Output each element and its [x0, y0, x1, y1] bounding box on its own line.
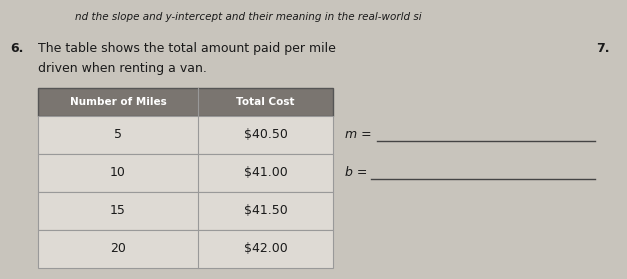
Text: $42.00: $42.00	[244, 242, 287, 256]
Text: nd the slope and y-intercept and their meaning in the real-world si: nd the slope and y-intercept and their m…	[75, 12, 421, 22]
Text: 15: 15	[110, 205, 126, 218]
Text: $40.50: $40.50	[243, 129, 287, 141]
Text: $41.00: $41.00	[244, 167, 287, 179]
Text: 5: 5	[114, 129, 122, 141]
Bar	[38, 192, 333, 230]
Text: Number of Miles: Number of Miles	[70, 97, 166, 107]
Text: driven when renting a van.: driven when renting a van.	[38, 62, 207, 75]
Text: 20: 20	[110, 242, 126, 256]
Bar	[38, 154, 333, 192]
Text: 10: 10	[110, 167, 126, 179]
Text: 6.: 6.	[10, 42, 23, 55]
Text: The table shows the total amount paid per mile: The table shows the total amount paid pe…	[38, 42, 336, 55]
Bar	[38, 230, 333, 268]
Bar	[38, 116, 333, 154]
Text: b =: b =	[345, 167, 367, 179]
Text: m =: m =	[345, 129, 372, 141]
Bar	[38, 88, 333, 116]
Text: 7.: 7.	[596, 42, 610, 55]
Text: $41.50: $41.50	[244, 205, 287, 218]
Text: Total Cost: Total Cost	[236, 97, 295, 107]
